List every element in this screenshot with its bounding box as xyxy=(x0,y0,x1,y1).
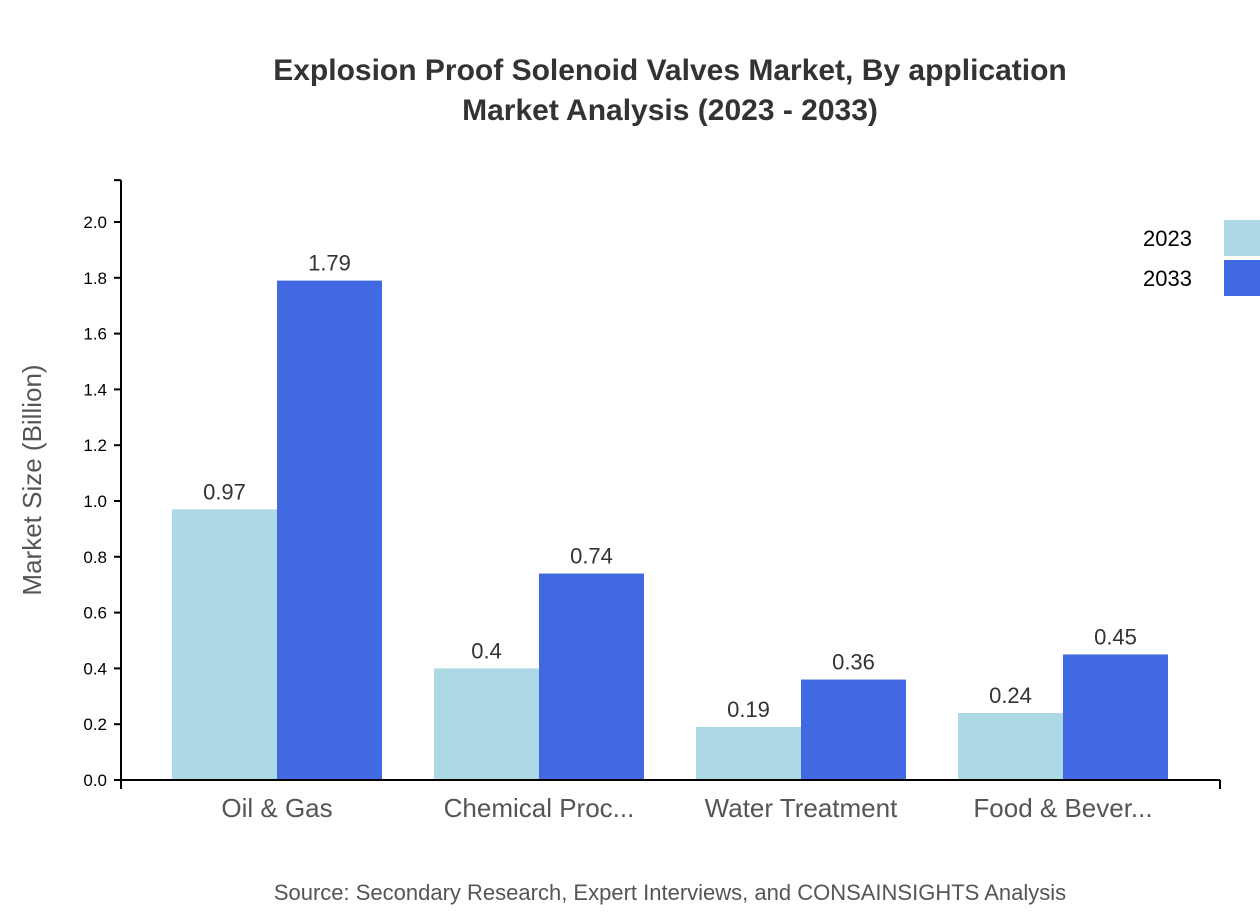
data-label: 0.74 xyxy=(570,544,613,569)
y-tick-label: 1.2 xyxy=(83,436,107,455)
legend-swatch xyxy=(1224,220,1260,256)
chart-title-line2: Market Analysis (2023 - 2033) xyxy=(462,94,878,127)
source-note: Source: Secondary Research, Expert Inter… xyxy=(274,880,1066,905)
data-label: 0.45 xyxy=(1094,624,1137,649)
y-tick-label: 1.6 xyxy=(83,325,107,344)
data-label: 0.24 xyxy=(989,683,1032,708)
bar-2023 xyxy=(958,713,1063,780)
bar-2033 xyxy=(539,573,644,780)
chart-title-line1: Explosion Proof Solenoid Valves Market, … xyxy=(273,54,1067,87)
legend-label: 2023 xyxy=(1143,226,1192,251)
data-label: 0.4 xyxy=(471,638,502,663)
bar-2033 xyxy=(801,679,906,780)
legend-swatch xyxy=(1224,260,1260,296)
x-tick-label: Oil & Gas xyxy=(221,793,332,823)
y-tick-label: 1.0 xyxy=(83,492,107,511)
data-label: 1.79 xyxy=(308,251,351,276)
bar-2033 xyxy=(277,280,382,780)
y-tick-label: 0.0 xyxy=(83,771,107,790)
y-tick-label: 2.0 xyxy=(83,213,107,232)
x-tick-label: Chemical Proc... xyxy=(444,793,635,823)
legend-label: 2033 xyxy=(1143,266,1192,291)
legend: 2023 2033 xyxy=(1143,220,1260,296)
bar-2033 xyxy=(1063,654,1168,780)
bar-2023 xyxy=(696,726,801,780)
data-label: 0.19 xyxy=(727,697,770,722)
y-tick-label: 0.4 xyxy=(83,659,107,678)
bar-2023 xyxy=(434,668,539,780)
y-tick-label: 1.4 xyxy=(83,380,107,399)
x-axis: Oil & Gas Chemical Proc... Water Treatment… xyxy=(120,779,1221,823)
bar-2023 xyxy=(172,509,277,780)
y-tick-label: 0.8 xyxy=(83,548,107,567)
data-label: 0.97 xyxy=(203,479,246,504)
y-tick-label: 1.8 xyxy=(83,269,107,288)
x-tick-label: Water Treatment xyxy=(705,793,898,823)
y-tick-label: 0.6 xyxy=(83,604,107,623)
y-axis: 0.0 0.2 0.4 0.6 0.8 1.0 1.2 1.4 1.6 1.8 2.0 xyxy=(83,179,122,790)
data-label: 0.36 xyxy=(832,650,875,675)
y-axis-label: Market Size (Billion) xyxy=(17,364,47,595)
x-tick-label: Food & Bever... xyxy=(973,793,1152,823)
y-tick-label: 0.2 xyxy=(83,715,107,734)
